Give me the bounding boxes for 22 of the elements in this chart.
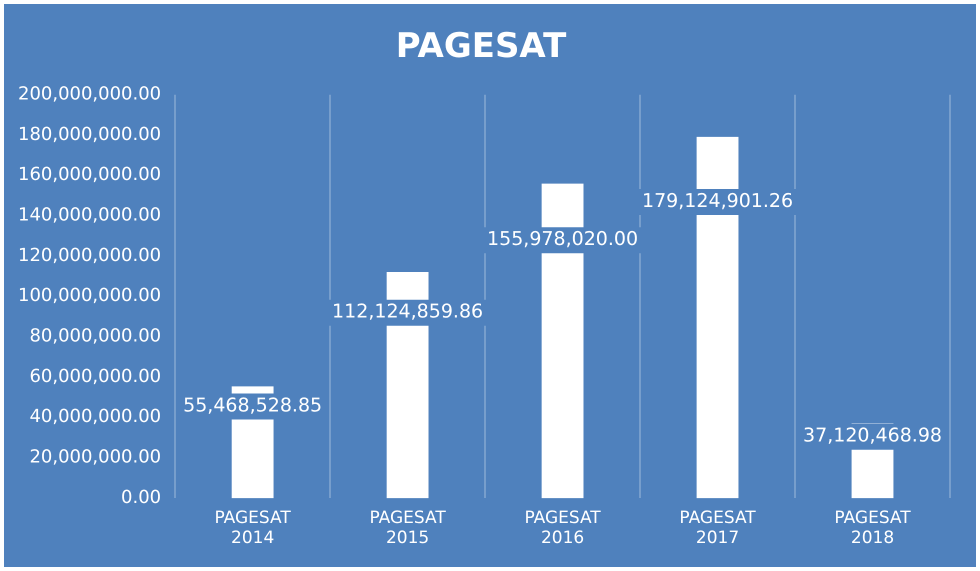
y-tick-label: 120,000,000.00: [18, 244, 162, 266]
x-tick-label: PAGESAT 2014: [214, 508, 292, 548]
data-label: 179,124,901.26: [642, 190, 794, 212]
y-tick-label: 100,000,000.00: [18, 285, 162, 306]
y-tick-label: 0.00: [121, 486, 162, 508]
x-tick-label: PAGESAT 2015: [369, 508, 446, 548]
data-label: 112,124,859.86: [332, 300, 484, 323]
y-tick-label: 20,000,000.00: [29, 446, 162, 468]
y-tick-label: 140,000,000.00: [18, 204, 162, 226]
data-label: 55,468,528.85: [183, 394, 322, 416]
y-tick-label: 40,000,000.00: [29, 406, 162, 428]
y-tick-label: 180,000,000.00: [18, 124, 162, 145]
data-label: 155,978,020.00: [487, 228, 638, 250]
chart-title: PAGESAT: [396, 26, 568, 66]
y-tick-label: 200,000,000.00: [18, 83, 162, 104]
data-label: 37,120,468.98: [803, 424, 942, 447]
y-tick-label: 80,000,000.00: [29, 326, 162, 347]
y-tick-label: 60,000,000.00: [29, 366, 162, 387]
y-tick-label: 160,000,000.00: [18, 164, 162, 186]
x-tick-label: PAGESAT 2017: [679, 508, 756, 548]
x-tick-label: PAGESAT 2018: [834, 508, 912, 548]
x-tick-label: PAGESAT 2016: [524, 508, 602, 548]
